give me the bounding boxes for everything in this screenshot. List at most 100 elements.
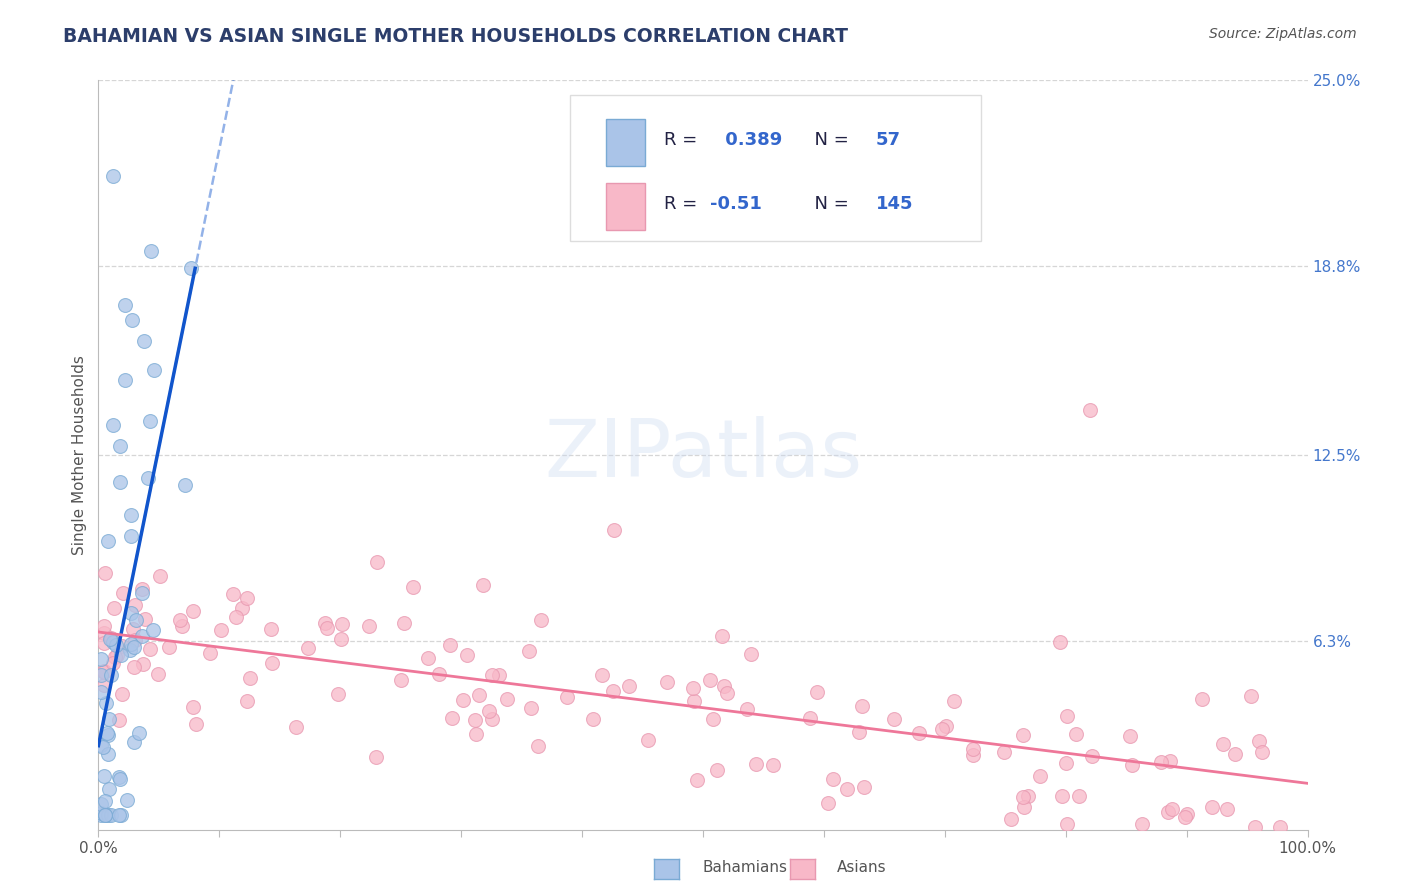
Point [111, 585, 134, 599]
Point [530, 613, 553, 627]
Text: ZIPatlas: ZIPatlas [544, 416, 862, 494]
Text: -0.51: -0.51 [710, 195, 762, 213]
Point [1078, 403, 1101, 417]
Point [131, 585, 153, 599]
Point [942, 694, 965, 708]
Point [557, 690, 579, 704]
Point [94, 807, 117, 822]
Point [111, 687, 134, 701]
Point [101, 169, 124, 184]
Point [1056, 709, 1078, 723]
Point [908, 725, 931, 739]
Point [108, 770, 131, 784]
Point [1132, 817, 1154, 831]
Point [297, 640, 319, 655]
Point [464, 713, 486, 727]
Point [139, 414, 162, 428]
Point [93, 635, 115, 649]
Point [326, 687, 349, 701]
Point [148, 667, 170, 681]
Point [637, 733, 659, 747]
Point [402, 580, 425, 594]
Point [1160, 802, 1182, 816]
Text: BAHAMIAN VS ASIAN SINGLE MOTHER HOUSEHOLDS CORRELATION CHART: BAHAMIAN VS ASIAN SINGLE MOTHER HOUSEHOL… [63, 27, 848, 45]
Point [104, 650, 127, 665]
Point [330, 617, 353, 632]
FancyBboxPatch shape [606, 183, 645, 230]
Point [439, 639, 461, 653]
Point [134, 334, 156, 348]
Point [103, 634, 125, 648]
Point [495, 692, 517, 706]
Point [1080, 749, 1102, 764]
Point [1174, 810, 1197, 824]
Text: Bahamians: Bahamians [703, 860, 787, 874]
Point [1121, 757, 1143, 772]
Point [96, 696, 118, 710]
Point [682, 681, 704, 695]
Point [259, 622, 281, 636]
Point [121, 313, 143, 327]
Point [198, 646, 221, 660]
Point [90, 685, 112, 699]
Point [519, 643, 541, 657]
Point [993, 745, 1015, 759]
Point [806, 685, 828, 699]
Point [186, 716, 208, 731]
Point [314, 615, 336, 630]
Point [1054, 756, 1077, 770]
Point [108, 713, 131, 727]
Point [1249, 733, 1271, 747]
Point [1216, 802, 1239, 816]
Point [716, 686, 738, 700]
Point [90, 667, 112, 681]
Point [108, 807, 131, 822]
Point [97, 807, 120, 822]
Point [110, 648, 132, 662]
Point [602, 684, 624, 698]
Point [285, 720, 308, 734]
Point [180, 261, 202, 276]
Point [706, 763, 728, 777]
Point [124, 640, 146, 654]
Point [100, 668, 122, 682]
Point [364, 749, 387, 764]
Point [181, 604, 204, 618]
Point [799, 711, 821, 725]
Text: N =: N = [803, 195, 855, 213]
Point [1028, 768, 1050, 782]
Point [835, 782, 858, 797]
Point [110, 475, 132, 489]
Point [1049, 634, 1071, 648]
Point [441, 711, 464, 725]
Point [239, 671, 262, 685]
Point [142, 362, 165, 376]
Point [124, 599, 146, 613]
Point [98, 632, 121, 646]
Point [114, 298, 136, 312]
Point [468, 688, 491, 702]
Point [93, 626, 115, 640]
Point [481, 712, 503, 726]
Point [617, 680, 640, 694]
Point [478, 704, 501, 718]
Point [97, 747, 120, 761]
Point [100, 631, 122, 645]
Point [93, 769, 115, 783]
Point [120, 637, 142, 651]
Point [702, 712, 724, 726]
Point [131, 657, 153, 671]
Point [1067, 789, 1090, 804]
Point [851, 699, 873, 714]
Point [1159, 754, 1181, 768]
Point [740, 647, 762, 661]
Text: R =: R = [664, 195, 703, 213]
Point [315, 621, 337, 635]
Point [481, 668, 503, 682]
Point [139, 642, 162, 657]
Point [735, 702, 758, 716]
Point [883, 712, 905, 726]
Point [108, 439, 131, 453]
Point [817, 796, 839, 810]
Point [222, 587, 245, 601]
